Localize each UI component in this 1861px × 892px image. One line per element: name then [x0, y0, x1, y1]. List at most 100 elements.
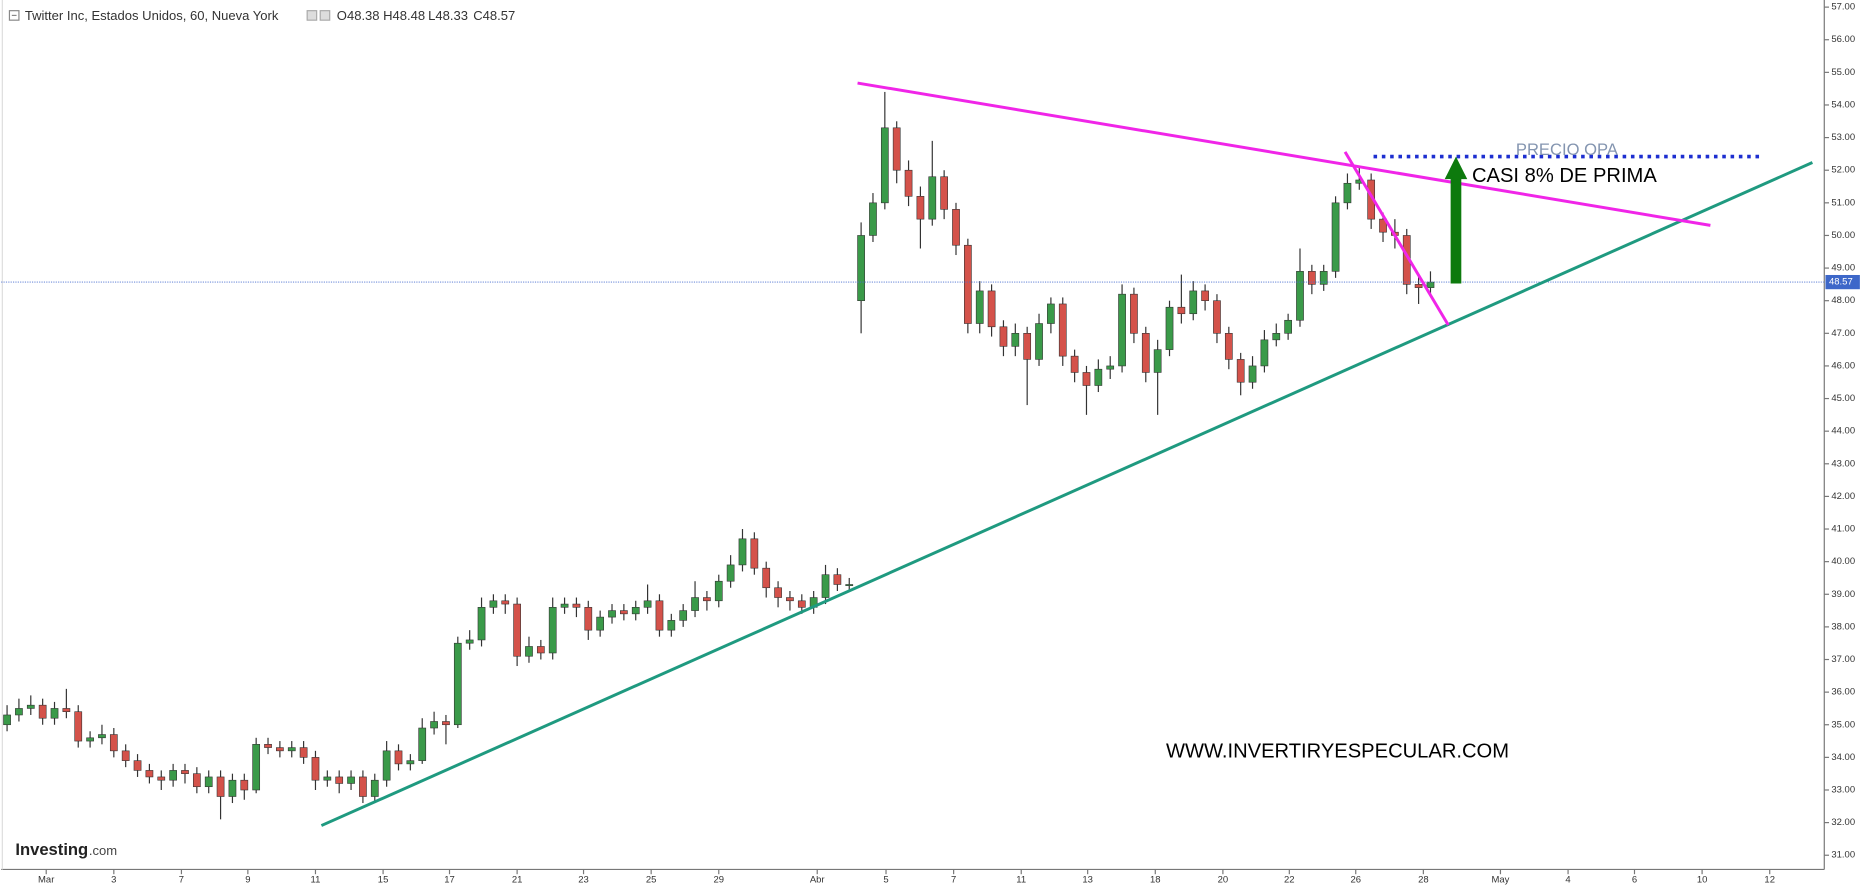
candle-body — [74, 711, 83, 742]
candle-body — [1153, 349, 1162, 373]
candle-body — [1331, 202, 1340, 272]
candle-body — [1082, 372, 1091, 386]
candle-body — [1260, 339, 1269, 367]
candle-body — [714, 580, 723, 602]
y-tick-label: 47.00 — [1831, 328, 1855, 339]
candle-body — [299, 747, 308, 758]
candle-body — [489, 600, 498, 608]
x-tick-label: 29 — [713, 875, 724, 886]
header-close: C48.57 — [473, 8, 515, 23]
x-tick-label: 28 — [1418, 875, 1429, 886]
candle-body — [560, 603, 569, 608]
candle-body — [928, 176, 937, 220]
header-open: O48.38 — [337, 8, 380, 23]
x-tick-label: 3 — [111, 875, 116, 886]
x-tick-label: 7 — [951, 875, 956, 886]
candle-body — [987, 290, 996, 328]
y-tick-label: 31.00 — [1831, 850, 1855, 861]
y-tick-label: 52.00 — [1831, 165, 1855, 176]
candle-body — [750, 538, 759, 569]
y-tick-label: 50.00 — [1831, 230, 1855, 241]
x-tick-label: 12 — [1764, 875, 1775, 886]
candle-body — [904, 169, 913, 197]
candle-body — [762, 567, 771, 589]
y-tick-label: 36.00 — [1831, 687, 1855, 698]
candle-body — [1035, 323, 1043, 360]
candle-body — [643, 600, 652, 608]
candle-body — [335, 776, 344, 784]
x-tick-label: 7 — [179, 875, 184, 886]
candle-body — [940, 176, 948, 210]
candle-body — [726, 564, 735, 582]
y-tick-label: 46.00 — [1831, 360, 1855, 371]
candle-body — [50, 708, 59, 719]
arrow-shaft — [1450, 177, 1462, 284]
header-title: Twitter Inc, Estados Unidos, 60, Nueva Y… — [25, 8, 279, 23]
candle-body — [845, 584, 854, 586]
candle-body — [394, 750, 403, 765]
candle-body — [857, 235, 865, 301]
annotation: CASI 8% DE PRIMA — [1472, 165, 1657, 187]
candle-body — [620, 610, 628, 615]
candle-body — [62, 708, 71, 712]
candle-body — [513, 603, 521, 657]
candle-body — [536, 646, 545, 654]
settings-icon[interactable] — [319, 10, 331, 21]
candle-body — [15, 708, 23, 716]
y-tick-label: 53.00 — [1831, 132, 1855, 143]
x-tick-label: 5 — [883, 875, 888, 886]
candle-body — [406, 760, 415, 765]
candle-body — [975, 290, 984, 324]
candle-body — [1189, 290, 1198, 315]
candle-body — [216, 776, 225, 797]
candle-body — [880, 127, 889, 204]
candle-body — [1058, 303, 1067, 357]
candle-body — [1414, 284, 1423, 288]
candle-body — [916, 196, 925, 220]
y-tick-label: 32.00 — [1831, 817, 1855, 828]
candle-body — [964, 244, 972, 324]
candle-body — [347, 776, 355, 784]
candle-body — [418, 727, 427, 761]
candle-body — [999, 326, 1008, 347]
candle-body — [548, 607, 557, 654]
candle-body — [691, 597, 699, 611]
settings-icon[interactable] — [306, 10, 318, 21]
x-tick-label: 18 — [1150, 875, 1161, 886]
candle-body — [3, 714, 11, 726]
candle-body — [370, 779, 379, 797]
y-tick-label: 56.00 — [1831, 34, 1855, 45]
y-tick-label: 45.00 — [1831, 393, 1855, 404]
candle-body — [584, 607, 593, 631]
candle-body — [797, 600, 806, 608]
candle-body — [228, 779, 237, 797]
candle-body — [525, 646, 533, 657]
y-tick-label: 57.00 — [1831, 2, 1855, 13]
y-tick-label: 43.00 — [1831, 458, 1855, 469]
candle-body — [98, 734, 106, 739]
x-tick-label: 6 — [1632, 875, 1637, 886]
x-tick-label: 21 — [512, 875, 523, 886]
y-tick-label: 35.00 — [1831, 719, 1855, 730]
candle-body — [1307, 271, 1316, 285]
candle-body — [1272, 333, 1281, 341]
candle-body — [679, 610, 688, 621]
candle-body — [1023, 333, 1032, 360]
candle-body — [1343, 182, 1352, 204]
y-tick-label: 49.00 — [1831, 263, 1855, 274]
candle-body — [1130, 293, 1138, 334]
candle-body — [1106, 365, 1115, 370]
candle-body — [1379, 218, 1387, 233]
collapse-icon[interactable] — [8, 10, 20, 21]
resistance-trendline — [857, 81, 1711, 227]
candle-body — [133, 760, 142, 771]
x-tick-label: 20 — [1218, 875, 1229, 886]
last-price-tag — [1825, 274, 1860, 290]
candle-body — [1094, 368, 1103, 386]
candle-body — [952, 209, 960, 246]
candle-body — [287, 747, 296, 752]
y-tick-label: 40.00 — [1831, 556, 1855, 567]
x-tick-label: 23 — [578, 875, 589, 886]
candle-body — [1070, 355, 1079, 373]
